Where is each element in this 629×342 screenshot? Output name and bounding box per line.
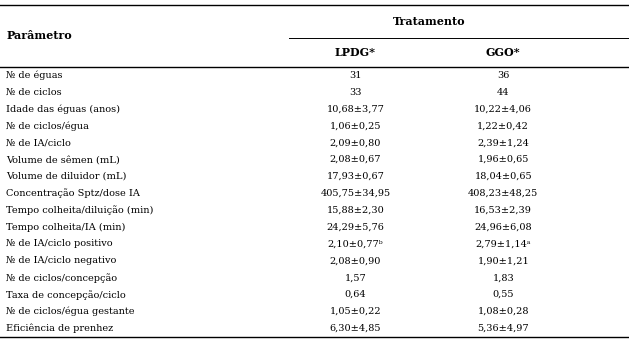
Text: 1,57: 1,57 [345,273,366,282]
Text: 1,90±1,21: 1,90±1,21 [477,256,529,265]
Text: 16,53±2,39: 16,53±2,39 [474,206,532,215]
Text: Volume de sêmen (mL): Volume de sêmen (mL) [6,155,120,164]
Text: 1,05±0,22: 1,05±0,22 [330,307,381,316]
Text: № de ciclos/concepção: № de ciclos/concepção [6,273,118,283]
Text: 1,22±0,42: 1,22±0,42 [477,121,529,130]
Text: 31: 31 [349,71,362,80]
Text: 2,10±0,77ᵇ: 2,10±0,77ᵇ [328,239,383,249]
Text: Idade das éguas (anos): Idade das éguas (anos) [6,104,120,114]
Text: Tempo colheita/diluição (min): Tempo colheita/diluição (min) [6,205,153,215]
Text: 2,08±0,67: 2,08±0,67 [330,155,381,164]
Text: 24,96±6,08: 24,96±6,08 [474,223,532,232]
Text: 1,96±0,65: 1,96±0,65 [477,155,529,164]
Text: 33: 33 [349,88,362,96]
Text: № de IA/ciclo: № de IA/ciclo [6,138,71,147]
Text: 2,08±0,90: 2,08±0,90 [330,256,381,265]
Text: 6,30±4,85: 6,30±4,85 [330,324,381,333]
Text: 408,23±48,25: 408,23±48,25 [468,189,538,198]
Text: 0,55: 0,55 [493,290,514,299]
Text: 0,64: 0,64 [345,290,366,299]
Text: 405,75±34,95: 405,75±34,95 [320,189,391,198]
Text: GGO*: GGO* [486,47,521,58]
Text: 1,83: 1,83 [493,273,514,282]
Text: 15,88±2,30: 15,88±2,30 [326,206,384,215]
Text: 1,08±0,28: 1,08±0,28 [477,307,529,316]
Text: 10,22±4,06: 10,22±4,06 [474,104,532,114]
Text: 1,06±0,25: 1,06±0,25 [330,121,381,130]
Text: № de ciclos/égua gestante: № de ciclos/égua gestante [6,307,135,316]
Text: 24,29±5,76: 24,29±5,76 [326,223,384,232]
Text: № de ciclos: № de ciclos [6,88,62,96]
Text: Eficiência de prenhez: Eficiência de prenhez [6,324,114,333]
Text: Volume de diluidor (mL): Volume de diluidor (mL) [6,172,126,181]
Text: № de ciclos/égua: № de ciclos/égua [6,121,89,131]
Text: № de IA/ciclo positivo: № de IA/ciclo positivo [6,239,113,249]
Text: 10,68±3,77: 10,68±3,77 [326,104,384,114]
Text: № de IA/ciclo negativo: № de IA/ciclo negativo [6,256,116,265]
Text: Taxa de concepção/ciclo: Taxa de concepção/ciclo [6,290,126,300]
Text: Tempo colheita/IA (min): Tempo colheita/IA (min) [6,223,126,232]
Text: 2,79±1,14ᵃ: 2,79±1,14ᵃ [476,239,531,249]
Text: 36: 36 [497,71,509,80]
Text: 44: 44 [497,88,509,96]
Text: Parâmetro: Parâmetro [6,30,72,41]
Text: LPDG*: LPDG* [335,47,376,58]
Text: 18,04±0,65: 18,04±0,65 [474,172,532,181]
Text: № de éguas: № de éguas [6,70,63,80]
Text: 2,39±1,24: 2,39±1,24 [477,138,529,147]
Text: 17,93±0,67: 17,93±0,67 [326,172,384,181]
Text: 2,09±0,80: 2,09±0,80 [330,138,381,147]
Text: Tratamento: Tratamento [393,16,465,27]
Text: 5,36±4,97: 5,36±4,97 [477,324,529,333]
Text: Concentração Sptz/dose IA: Concentração Sptz/dose IA [6,188,140,198]
